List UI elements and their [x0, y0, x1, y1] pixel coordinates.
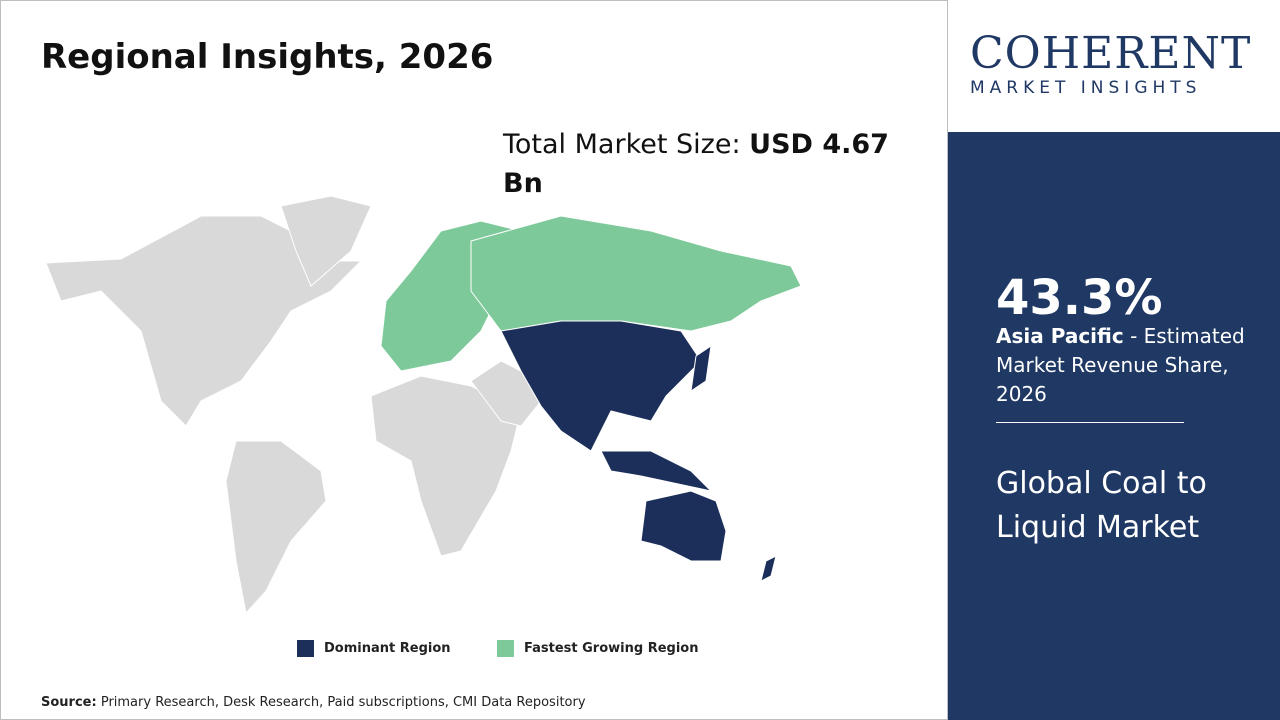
southeast-asia-islands [600, 450, 713, 492]
greenland [280, 195, 372, 287]
source-label: Source: [41, 695, 97, 710]
title: Regional Insights, 2026 [41, 37, 494, 77]
divider [996, 422, 1184, 423]
middle-east [470, 360, 542, 427]
legend-swatch [497, 640, 514, 657]
source: Source: Primary Research, Desk Research,… [41, 695, 586, 710]
share-description: Asia Pacific - Estimated Market Revenue … [996, 322, 1246, 409]
north-america [45, 215, 363, 427]
logo-tagline: MARKET INSIGHTS [970, 78, 1202, 98]
asia [500, 320, 702, 452]
legend-item: Fastest Growing Region [497, 640, 698, 657]
legend-label: Dominant Region [324, 641, 451, 656]
market-size: Total Market Size: USD 4.67 Bn [503, 125, 903, 203]
market-size-value: USD 4.67 Bn [503, 129, 889, 199]
logo: COHERENT MARKET INSIGHTS [948, 0, 1280, 132]
map-panel: Regional Insights, 2026 Total Market Siz… [0, 0, 948, 720]
market-name: Global Coal to Liquid Market [996, 466, 1207, 545]
share-value: 43.3% [996, 270, 1163, 326]
logo-name: COHERENT [970, 28, 1252, 79]
share-text: - Estimated Market Revenue Share, 2026 [996, 324, 1245, 406]
australia [640, 490, 727, 562]
africa [370, 375, 522, 557]
region-name: Asia Pacific [996, 324, 1124, 348]
japan [690, 344, 712, 393]
highlight-panel: 43.3% Asia Pacific - Estimated Market Re… [948, 132, 1280, 720]
russia [470, 215, 802, 332]
legend-item: Dominant Region [297, 640, 451, 657]
south-america [225, 440, 327, 615]
world-map [45, 195, 802, 615]
new-zealand [760, 555, 777, 582]
legend-swatch [297, 640, 314, 657]
legend-label: Fastest Growing Region [524, 641, 699, 656]
source-text: Primary Research, Desk Research, Paid su… [100, 695, 586, 710]
market-size-label: Total Market Size: [503, 129, 741, 160]
